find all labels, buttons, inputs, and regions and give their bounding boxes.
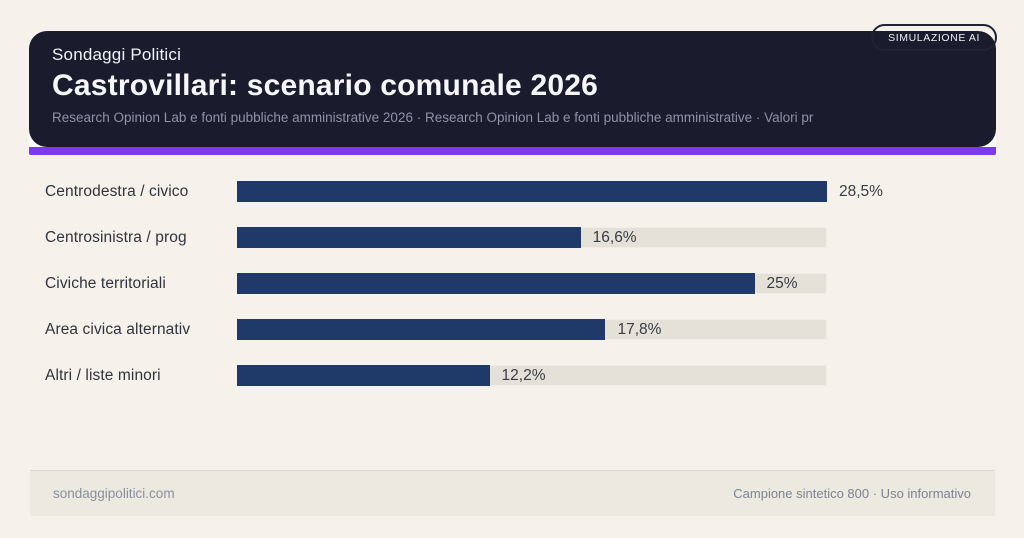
- bar-track: 17,8%: [237, 319, 827, 340]
- bar-fill: [237, 181, 827, 202]
- simulation-ai-badge: SIMULAZIONE AI: [871, 24, 997, 51]
- chart-row: Altri / liste minori 12,2%: [45, 365, 1024, 386]
- chart-row: Centrosinistra / prog 16,6%: [45, 227, 1024, 248]
- category-label: Centrosinistra / prog: [45, 228, 187, 246]
- accent-bar: [29, 147, 996, 155]
- simulation-ai-badge-label: SIMULAZIONE AI: [888, 31, 980, 44]
- footer: sondaggipolitici.com Campione sintetico …: [30, 470, 995, 516]
- value-label: 12,2%: [501, 366, 546, 384]
- value-label: 16,6%: [592, 228, 637, 246]
- value-label: 28,5%: [839, 182, 883, 200]
- chart-row: Civiche territoriali 25%: [45, 273, 1024, 294]
- category-label: Civiche territoriali: [45, 274, 166, 292]
- chart-row: Area civica alternativ 17,8%: [45, 319, 1024, 340]
- bar-track: 16,6%: [237, 227, 827, 248]
- bar-track: 28,5%: [237, 181, 883, 202]
- bar-track: 25%: [237, 273, 827, 294]
- footer-source: sondaggipolitici.com: [53, 486, 175, 501]
- category-label: Altri / liste minori: [45, 366, 161, 384]
- bar-fill: [237, 227, 581, 248]
- value-label: 17,8%: [617, 320, 662, 338]
- chart-row: Centrodestra / civico 28,5%: [45, 181, 1024, 202]
- footer-note: Campione sintetico 800 · Uso informativo: [733, 486, 971, 501]
- value-label: 25%: [766, 274, 798, 292]
- bar-fill: [237, 273, 755, 294]
- bar-fill: [237, 365, 490, 386]
- category-label: Centrodestra / civico: [45, 182, 189, 200]
- category-label: Area civica alternativ: [45, 320, 191, 338]
- bar-fill: [237, 319, 606, 340]
- page-title: Castrovillari: scenario comunale 2026: [52, 69, 598, 102]
- header-card: Sondaggi Politici Castrovillari: scenari…: [29, 31, 996, 147]
- bar-chart: Centrodestra / civico 28,5% Centrosinist…: [0, 155, 1024, 411]
- page-subtitle: Research Opinion Lab e fonti pubbliche a…: [52, 110, 814, 125]
- brand-kicker: Sondaggi Politici: [52, 45, 182, 64]
- bar-track: 12,2%: [237, 365, 827, 386]
- header: Sondaggi Politici Castrovillari: scenari…: [29, 31, 996, 155]
